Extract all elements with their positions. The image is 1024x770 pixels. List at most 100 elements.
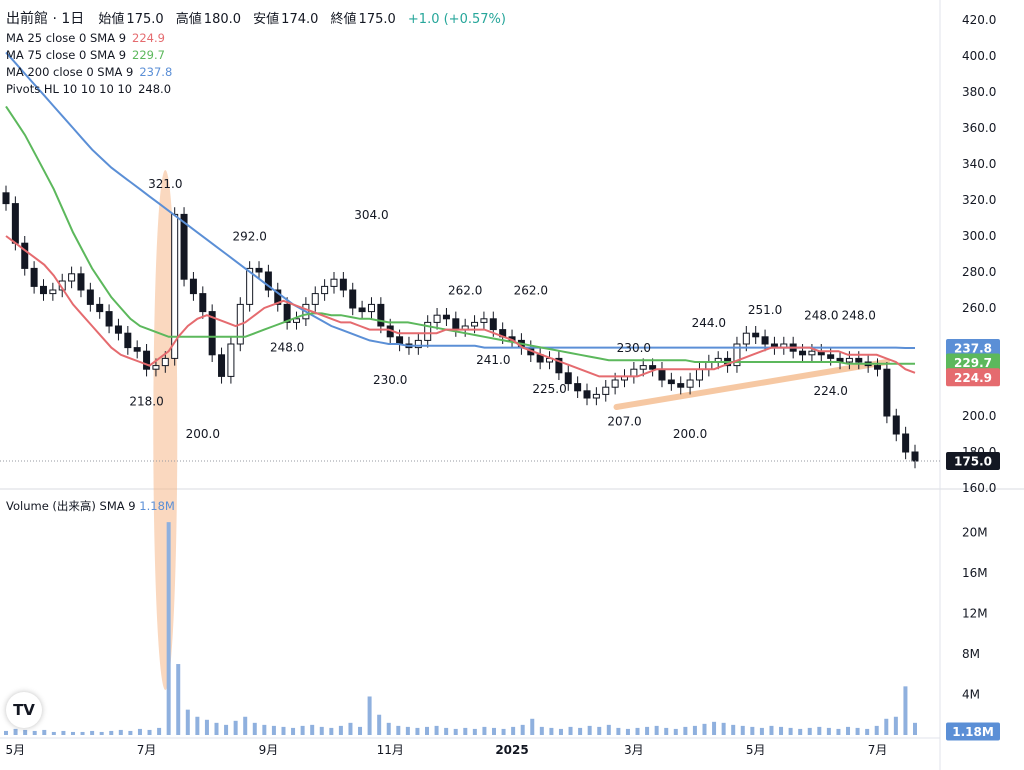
volume-legend-label: Volume (出来高) SMA 9 [6, 499, 136, 513]
legend-ma25[interactable]: MA 25 close 0 SMA 9 224.9 [6, 30, 165, 46]
candle-body [639, 365, 647, 370]
legend-ma75[interactable]: MA 75 close 0 SMA 9 229.7 [6, 47, 165, 63]
price-badge-label: 237.8 [954, 341, 992, 355]
candle [874, 358, 882, 377]
legend-ma25-label: MA 25 close 0 SMA 9 [6, 31, 127, 45]
volume-bar [846, 726, 851, 735]
open-label: 始値 [98, 12, 125, 27]
candle-body [349, 289, 357, 309]
candle-body [480, 318, 488, 323]
candle-body [161, 357, 169, 367]
candle [602, 380, 610, 402]
legend-ma200[interactable]: MA 200 close 0 SMA 9 237.8 [6, 64, 172, 80]
price-tick-label: 400.0 [962, 49, 996, 63]
time-tick-label: 5月 [6, 743, 26, 757]
price-tick-label: 300.0 [962, 229, 996, 243]
pivot-label: 248.0 [804, 309, 838, 323]
volume-bar [779, 726, 784, 735]
volume-bar [759, 727, 764, 735]
price-badge: 237.8 [946, 338, 1000, 357]
price-tick-label: 340.0 [962, 157, 996, 171]
volume-bar [425, 726, 430, 735]
candle-body [152, 365, 160, 370]
candle-body [114, 325, 122, 334]
volume-bar [262, 724, 267, 735]
candle-body [96, 303, 104, 313]
candlestick-series [2, 185, 919, 469]
volume-tick-label: 16M [962, 566, 988, 580]
candle-body [489, 318, 497, 331]
candle [546, 351, 554, 370]
candle-body [761, 336, 769, 345]
price-badge-bg [946, 722, 1000, 741]
volume-legend-value: 1.18M [139, 499, 175, 513]
volume-bar [281, 726, 286, 735]
volume-bar [367, 696, 372, 735]
candle-body [321, 285, 329, 295]
candle [274, 282, 282, 312]
volume-bar [702, 723, 707, 735]
volume-bar [338, 725, 343, 735]
volume-bar [539, 726, 544, 735]
volume-tick-label: 8M [962, 647, 980, 661]
volume-bar [453, 728, 458, 735]
legend-ma200-value: 237.8 [139, 65, 173, 79]
volume-bar [32, 730, 37, 735]
pivot-label: 251.0 [748, 303, 782, 317]
volume-bar [243, 716, 248, 735]
candle-body [555, 357, 563, 374]
volume-bar [511, 726, 516, 735]
candle [21, 236, 29, 276]
tradingview-logo[interactable]: TV [6, 692, 42, 728]
candle-body [2, 192, 10, 205]
candle-body [105, 311, 113, 327]
volume-axis: 20M 16M 12M 8M 4M [962, 525, 988, 701]
volume-bar [185, 709, 190, 735]
legend-pivots-value: 248.0 [138, 82, 172, 96]
candle-body [892, 415, 900, 435]
pivot-label: 207.0 [607, 414, 641, 428]
candle [433, 308, 441, 330]
volume-bar [913, 722, 917, 735]
volume-bar [147, 729, 152, 735]
candle [414, 333, 422, 355]
candle-body [742, 332, 750, 345]
volume-bar [90, 730, 95, 735]
price-tick-label: 160.0 [962, 481, 996, 495]
volume-bar [520, 724, 525, 735]
candle-body [264, 271, 272, 291]
volume-bar [664, 727, 669, 735]
price-tick-label: 260.0 [962, 301, 996, 315]
candle-body [283, 303, 291, 323]
candle [452, 311, 460, 337]
price-badge-label: 175.0 [954, 455, 992, 469]
volume-bar [893, 716, 898, 735]
pivot-label: 248.0 [270, 341, 304, 355]
symbol-title[interactable]: 出前館 · 1日 [6, 11, 85, 27]
legend-pivots[interactable]: Pivots HL 10 10 10 10 248.0 [6, 81, 171, 97]
pivot-label: 230.0 [373, 373, 407, 387]
candle [114, 318, 122, 341]
candle [911, 444, 919, 469]
candle [770, 336, 778, 355]
volume-bar [578, 727, 583, 735]
candle-body [686, 379, 694, 388]
volume-bar [712, 721, 717, 735]
volume-bar [319, 726, 324, 735]
candle [208, 304, 216, 362]
volume-bar [4, 730, 8, 735]
volume-bar [157, 727, 162, 735]
candle-body [86, 289, 94, 305]
volume-bar [300, 725, 305, 735]
price-badge-label: 229.7 [954, 356, 992, 370]
volume-legend[interactable]: Volume (出来高) SMA 9 1.18M [6, 498, 175, 514]
candle [227, 336, 235, 384]
candle [77, 266, 85, 298]
candle [442, 308, 450, 326]
candle [349, 282, 357, 316]
candle [658, 362, 666, 388]
candle-body [855, 357, 863, 363]
price-badge-bg [946, 353, 1000, 372]
candle [620, 369, 628, 388]
